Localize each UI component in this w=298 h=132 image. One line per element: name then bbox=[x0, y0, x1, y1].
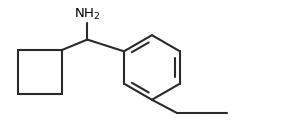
Text: NH$_2$: NH$_2$ bbox=[74, 7, 100, 22]
